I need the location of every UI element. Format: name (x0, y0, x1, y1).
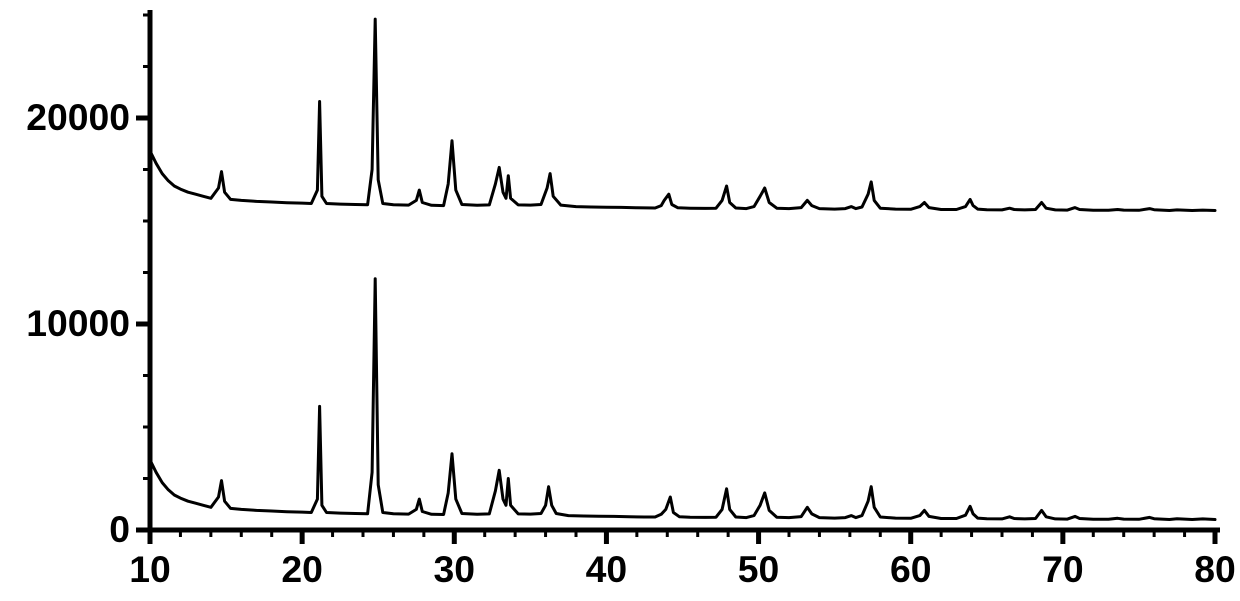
y-tick-label: 20000 (26, 96, 130, 139)
y-tick-label: 10000 (26, 302, 130, 345)
x-tick-label: 50 (729, 548, 789, 591)
xrd-chart: 10 20 30 40 50 60 70 80 0 10000 20000 (0, 0, 1240, 601)
x-tick-label: 30 (424, 548, 484, 591)
x-tick-label: 80 (1185, 548, 1240, 591)
x-tick-label: 70 (1033, 548, 1093, 591)
x-tick-label: 60 (881, 548, 941, 591)
x-tick-label: 20 (272, 548, 332, 591)
trace-top (150, 19, 1215, 210)
trace-bottom (150, 279, 1215, 520)
y-tick-label: 0 (109, 508, 130, 551)
x-tick-label: 40 (576, 548, 636, 591)
chart-svg (0, 0, 1240, 601)
x-tick-label: 10 (120, 548, 180, 591)
